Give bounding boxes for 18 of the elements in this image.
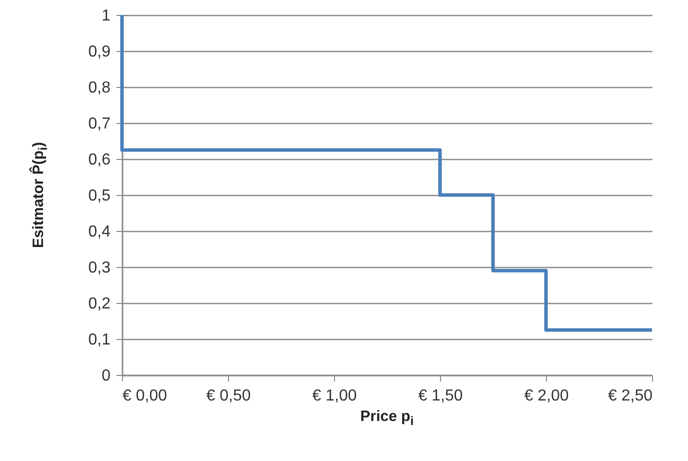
y-tick-label: 0,7	[88, 116, 111, 132]
x-tick-label: € 0,50	[206, 388, 251, 404]
x-axis-title: Price p$_{i}$	[359, 408, 415, 428]
y-tick-label: 0,1	[88, 332, 111, 348]
y-tick-label: 0	[102, 368, 111, 384]
y-tick-label: 0,4	[88, 224, 111, 240]
x-tick-label: € 0,00	[122, 388, 168, 404]
y-tick-label: 1	[102, 8, 111, 24]
y-tick-label: 0,6	[88, 152, 111, 168]
x-tick-label: € 1,00	[312, 388, 357, 404]
y-tick-label: 0,9	[88, 44, 111, 60]
x-tick-label: € 2,50	[608, 388, 653, 404]
x-tick-label: € 2,00	[524, 388, 569, 404]
y-tick-label: 0,2	[88, 296, 111, 312]
y-tick-label: 0,3	[88, 260, 111, 276]
y-tick-label: 0,5	[88, 188, 111, 204]
y-tick-label: 0,8	[88, 80, 111, 96]
x-tick-label: € 1,50	[418, 388, 463, 404]
